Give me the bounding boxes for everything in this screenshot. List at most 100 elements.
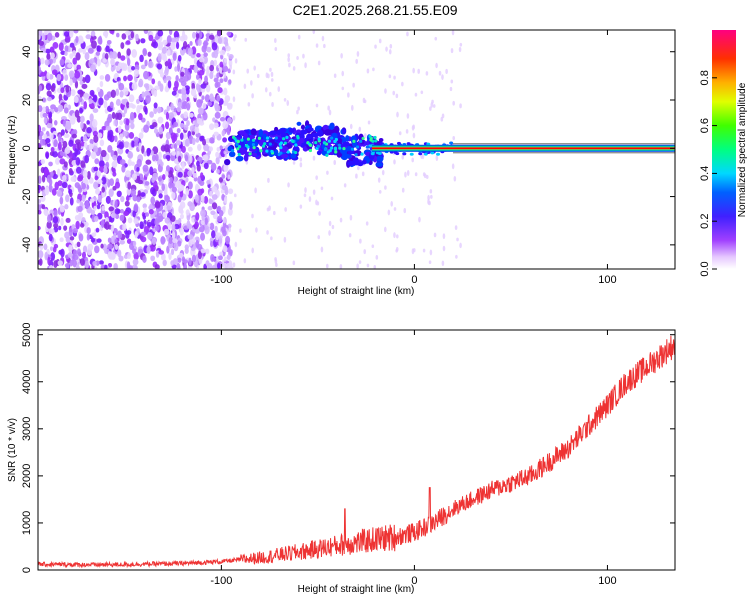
faint-noise-blob (270, 71, 274, 77)
faint-noise-blob (277, 86, 281, 93)
noise-blob (160, 145, 167, 152)
noise-blob (217, 87, 223, 94)
signal-blob (311, 132, 320, 138)
faint-noise-blob (269, 67, 272, 72)
noise-blob (196, 143, 202, 151)
noise-blob (158, 126, 164, 135)
signal-blob (316, 150, 322, 156)
noise-blob (75, 35, 79, 44)
noise-blob (51, 188, 57, 196)
noise-blob (93, 134, 99, 143)
signal-peak-blob (360, 152, 364, 156)
noise-blob (164, 217, 171, 224)
noise-blob (141, 145, 145, 154)
faint-noise-blob (388, 49, 392, 55)
noise-blob (162, 211, 167, 218)
noise-blob (127, 158, 132, 167)
noise-blob (105, 195, 111, 204)
noise-blob (129, 242, 135, 250)
faint-noise-blob (364, 133, 367, 139)
noise-blob (196, 84, 202, 93)
noise-blob (47, 256, 51, 266)
noise-blob (209, 190, 213, 197)
noise-blob (166, 205, 171, 211)
noise-blob (44, 186, 50, 196)
noise-blob (166, 35, 172, 44)
noise-blob (80, 121, 84, 130)
noise-blob (72, 259, 77, 268)
noise-blob (48, 227, 53, 234)
noise-blob (154, 225, 160, 232)
noise-blob (175, 74, 179, 82)
signal-peak-blob (327, 139, 331, 143)
noise-blob (119, 90, 124, 98)
noise-blob (64, 231, 70, 239)
noise-blob (90, 64, 96, 73)
noise-blob (166, 50, 171, 56)
noise-blob (93, 95, 97, 101)
noise-blob (84, 154, 90, 164)
noise-blob (179, 123, 185, 128)
noise-blob (114, 243, 119, 251)
noise-blob (82, 221, 89, 227)
noise-blob (197, 38, 202, 47)
faint-noise-blob (228, 227, 232, 233)
noise-blob (200, 248, 206, 254)
noise-blob (81, 182, 87, 190)
noise-blob (206, 70, 210, 77)
noise-blob (64, 146, 71, 154)
noise-blob (161, 46, 167, 54)
faint-noise-blob (220, 234, 224, 239)
faint-noise-blob (378, 38, 382, 44)
noise-blob (40, 57, 45, 65)
noise-blob (132, 258, 139, 266)
faint-noise-blob (320, 246, 324, 253)
faint-noise-blob (275, 262, 278, 268)
signal-blob (376, 155, 384, 163)
noise-blob (216, 95, 221, 102)
faint-noise-blob (348, 233, 352, 238)
noise-blob (218, 210, 224, 217)
signal-blob (280, 153, 289, 159)
noise-blob (138, 113, 143, 121)
noise-blob (95, 187, 100, 195)
noise-blob (50, 171, 54, 177)
noise-blob (104, 30, 108, 39)
signal-peak-blob (330, 146, 334, 150)
noise-blob (123, 75, 128, 82)
noise-blob (117, 51, 122, 59)
noise-blob (200, 172, 204, 179)
noise-blob (60, 87, 65, 94)
noise-blob (157, 30, 164, 37)
noise-blob (128, 102, 135, 108)
noise-blob (210, 210, 216, 216)
noise-blob (154, 264, 160, 269)
noise-blob (68, 70, 75, 78)
noise-blob (150, 213, 155, 219)
noise-blob (177, 54, 182, 62)
tone-side-blob (409, 152, 414, 156)
noise-blob (163, 78, 167, 84)
spectrogram-y-axis-label: Frequency (Hz) (7, 116, 18, 185)
signal-peak-blob (257, 136, 261, 141)
spectrogram-y-tick-label: 20 (21, 94, 33, 106)
noise-blob (104, 53, 109, 60)
noise-blob (164, 121, 170, 130)
noise-blob (193, 93, 198, 99)
noise-blob (53, 243, 59, 249)
noise-blob (209, 64, 215, 72)
signal-peak-blob (308, 148, 313, 153)
noise-blob (191, 137, 196, 146)
faint-noise-blob (393, 75, 396, 80)
noise-blob (128, 131, 135, 139)
signal-peak-blob (231, 149, 235, 153)
noise-blob (67, 252, 73, 258)
noise-blob (74, 148, 78, 157)
noise-blob (115, 98, 121, 106)
noise-blob (128, 94, 135, 103)
faint-noise-blob (367, 120, 371, 125)
faint-noise-blob (358, 260, 362, 264)
faint-noise-blob (405, 129, 409, 134)
noise-blob (203, 196, 209, 204)
